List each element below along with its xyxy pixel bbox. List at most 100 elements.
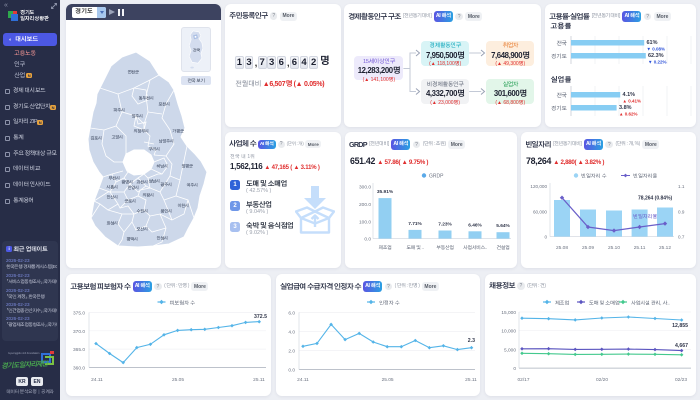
svg-text:25.09: 25.09	[582, 245, 594, 251]
svg-text:5,000: 5,000	[504, 347, 516, 353]
svg-text:화성시: 화성시	[105, 221, 118, 226]
svg-text:양평군: 양평군	[181, 164, 193, 169]
svg-text:포천시: 포천시	[158, 102, 170, 107]
svg-text:4.1%: 4.1%	[623, 92, 636, 98]
svg-text:안산시: 안산시	[106, 195, 118, 200]
svg-text:건설업: 건설업	[496, 244, 510, 251]
svg-text:시흥시: 시흥시	[106, 185, 118, 190]
svg-text:이천시: 이천시	[177, 203, 189, 208]
svg-text:파주시: 파주시	[113, 108, 125, 113]
svg-text:사업시설 관리, 사..: 사업시설 관리, 사..	[630, 300, 670, 307]
svg-text:15,000: 15,000	[501, 310, 516, 316]
svg-text:24.11: 24.11	[91, 377, 103, 383]
svg-text:사업서비스..: 사업서비스..	[462, 245, 487, 251]
svg-text:02/23: 02/23	[675, 377, 687, 383]
svg-text:전국: 전국	[192, 47, 201, 52]
svg-text:GRDP: GRDP	[429, 174, 444, 180]
svg-text:02/20: 02/20	[596, 377, 608, 383]
svg-text:02/17: 02/17	[517, 377, 529, 383]
svg-text:광명시: 광명시	[121, 180, 133, 185]
svg-text:370.0: 370.0	[73, 329, 85, 335]
svg-text:제조업: 제조업	[377, 245, 392, 251]
svg-text:▲ 0.62%: ▲ 0.62%	[619, 112, 637, 117]
svg-text:6.0: 6.0	[288, 310, 295, 316]
svg-text:4,667: 4,667	[675, 343, 688, 349]
svg-text:25.08: 25.08	[556, 245, 568, 251]
svg-text:부천시: 부천시	[108, 176, 120, 181]
svg-text:오산시: 오산시	[136, 227, 148, 232]
svg-text:24.11: 24.11	[297, 377, 309, 383]
svg-text:62.3%: 62.3%	[648, 53, 664, 59]
svg-text:과천시: 과천시	[136, 180, 148, 185]
svg-text:300.0: 300.0	[359, 185, 371, 191]
svg-text:365.0: 365.0	[73, 347, 85, 353]
svg-text:60,000: 60,000	[533, 209, 547, 214]
svg-text:경기도: 경기도	[551, 53, 567, 60]
svg-text:실업률: 실업률	[550, 75, 572, 84]
svg-text:의왕시: 의왕시	[142, 193, 154, 198]
svg-text:6.46%: 6.46%	[468, 222, 482, 228]
svg-text:2.3: 2.3	[468, 338, 475, 344]
svg-text:10,000: 10,000	[501, 329, 516, 335]
svg-text:0.7: 0.7	[678, 235, 685, 240]
svg-text:고용률: 고용률	[551, 23, 572, 31]
svg-text:120,000: 120,000	[530, 184, 547, 189]
svg-text:25.12: 25.12	[659, 245, 671, 251]
svg-text:12,855: 12,855	[672, 323, 688, 329]
svg-text:구리시: 구리시	[148, 147, 160, 152]
svg-text:0.9: 0.9	[678, 209, 685, 214]
svg-text:안성시: 안성시	[156, 236, 168, 241]
svg-text:도매 및 ..: 도매 및 ..	[406, 244, 423, 251]
svg-text:동두천시: 동두천시	[138, 96, 153, 101]
svg-text:여주시: 여주시	[186, 183, 198, 188]
svg-text:0: 0	[513, 366, 516, 372]
svg-text:부동산업: 부동산업	[436, 245, 454, 251]
svg-text:▼ 0.08%: ▼ 0.08%	[647, 47, 665, 52]
svg-text:빈일자리 수: 빈일자리 수	[581, 173, 607, 180]
svg-text:3.8%: 3.8%	[619, 105, 632, 111]
svg-text:성남시: 성남시	[148, 179, 160, 184]
svg-text:연천군: 연천군	[127, 70, 139, 75]
svg-text:25.11: 25.11	[634, 245, 646, 251]
svg-text:100.0: 100.0	[359, 219, 371, 225]
svg-text:25.05: 25.05	[382, 377, 394, 383]
svg-text:양주시: 양주시	[131, 114, 143, 119]
svg-text:남양주시: 남양주시	[158, 139, 173, 144]
svg-text:빈일자리율: 빈일자리율	[633, 213, 657, 220]
svg-text:제조업: 제조업	[554, 300, 569, 307]
svg-text:61%: 61%	[647, 40, 658, 46]
svg-text:25.11: 25.11	[253, 377, 265, 383]
svg-text:수원시: 수원시	[136, 209, 148, 214]
svg-text:의정부시: 의정부시	[133, 129, 148, 134]
svg-text:200.0: 200.0	[359, 202, 371, 208]
svg-text:360.0: 360.0	[73, 365, 85, 371]
svg-text:4.0: 4.0	[288, 330, 295, 336]
svg-text:375.0: 375.0	[73, 311, 85, 317]
svg-text:고양시: 고양시	[111, 135, 123, 140]
svg-text:372.5: 372.5	[254, 314, 267, 320]
svg-text:25.11: 25.11	[465, 377, 477, 383]
svg-text:전국: 전국	[556, 92, 567, 99]
svg-text:0.0: 0.0	[364, 237, 371, 243]
svg-text:25.05: 25.05	[172, 377, 184, 383]
svg-text:1.1: 1.1	[678, 184, 685, 189]
svg-text:인정자 수: 인정자 수	[379, 300, 400, 307]
svg-text:▼ 0.22%: ▼ 0.22%	[648, 60, 666, 65]
svg-text:5.64%: 5.64%	[496, 223, 510, 229]
svg-text:하남시: 하남시	[156, 164, 168, 169]
svg-text:▲ 0.41%: ▲ 0.41%	[623, 99, 641, 104]
svg-text:군포시: 군포시	[124, 199, 136, 204]
svg-text:7.23%: 7.23%	[438, 222, 452, 228]
svg-text:35.91%: 35.91%	[377, 189, 394, 195]
svg-text:가평군: 가평군	[171, 129, 184, 134]
svg-text:2.0: 2.0	[288, 349, 295, 355]
svg-text:빈일자리율: 빈일자리율	[633, 173, 657, 180]
svg-text:전국: 전국	[556, 40, 567, 47]
svg-text:0.0: 0.0	[288, 368, 295, 374]
svg-text:용인시: 용인시	[160, 209, 172, 214]
svg-text:25.10: 25.10	[608, 245, 620, 251]
svg-text:도매 및 소매업: 도매 및 소매업	[589, 300, 620, 307]
svg-text:피보험자 수: 피보험자 수	[170, 300, 196, 307]
svg-text:안양시: 안양시	[127, 185, 139, 190]
svg-text:경기도: 경기도	[551, 105, 567, 112]
